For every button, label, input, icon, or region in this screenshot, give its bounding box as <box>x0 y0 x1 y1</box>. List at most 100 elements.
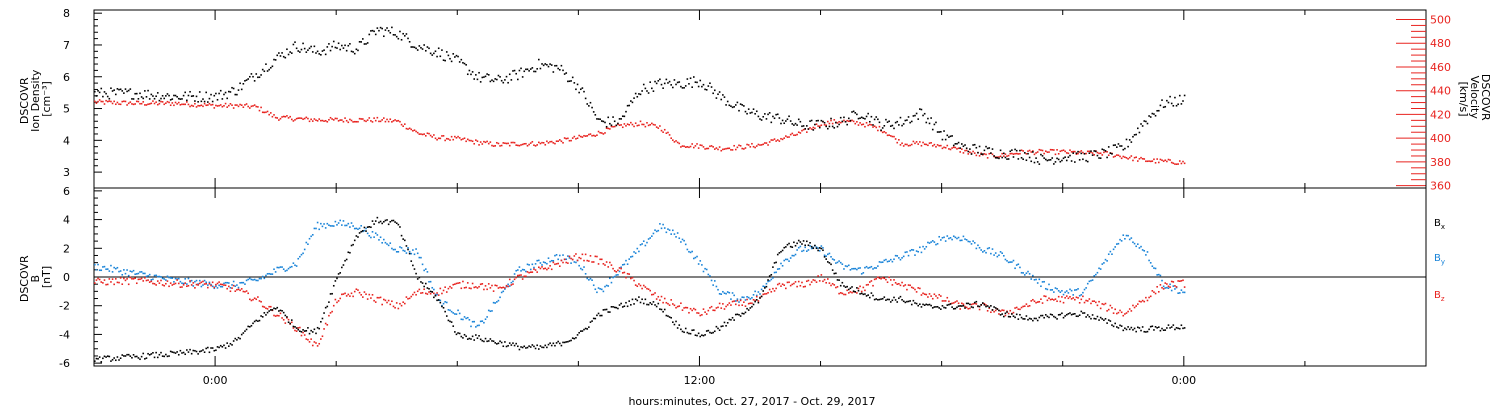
bz-point <box>1074 298 1076 301</box>
by-point <box>667 228 669 230</box>
bz-point <box>867 283 869 286</box>
by-point <box>839 261 842 264</box>
bx-point <box>1023 318 1026 320</box>
bx-point <box>1120 325 1123 327</box>
bx-point <box>815 247 818 250</box>
bx-point <box>402 238 404 240</box>
density-point <box>315 52 317 54</box>
density-point <box>1017 158 1020 160</box>
bx-point <box>883 296 886 298</box>
density-point <box>909 121 911 124</box>
density-point <box>851 111 853 113</box>
bx-point <box>563 341 566 344</box>
bz-point <box>936 297 939 299</box>
by-point <box>1146 251 1149 253</box>
by-point <box>655 230 658 233</box>
velocity-point <box>310 118 312 121</box>
velocity-point <box>371 121 374 123</box>
velocity-point <box>806 131 808 133</box>
bx-point <box>967 302 970 305</box>
velocity-point <box>505 142 508 145</box>
density-point <box>405 33 408 35</box>
density-point <box>1169 95 1171 98</box>
bx-point <box>1053 315 1055 318</box>
density-point <box>925 121 928 124</box>
by-point <box>852 267 855 270</box>
density-point <box>620 118 622 120</box>
velocity-point <box>1051 149 1054 151</box>
density-point <box>547 65 550 68</box>
velocity-point <box>701 144 703 147</box>
bz-point <box>922 292 924 295</box>
by-point <box>1023 274 1026 276</box>
by-point <box>308 237 311 240</box>
bz-point <box>439 287 442 290</box>
density-point <box>344 44 346 47</box>
by-point <box>177 277 180 280</box>
bz-point <box>613 270 616 272</box>
density-point <box>1006 158 1008 160</box>
velocity-point <box>597 130 600 133</box>
velocity-point <box>743 148 745 150</box>
density-point <box>588 105 590 107</box>
by-point <box>651 235 653 237</box>
bz-point <box>555 263 558 265</box>
density-point <box>631 101 634 104</box>
density-point <box>177 97 180 100</box>
density-point <box>760 119 763 121</box>
by-point <box>772 277 774 279</box>
density-point <box>300 48 303 51</box>
bx-point <box>492 340 495 343</box>
bz-point <box>909 284 911 287</box>
bz-point <box>420 292 422 294</box>
by-point <box>962 235 965 238</box>
velocity-point <box>1182 160 1184 163</box>
by-point <box>728 291 731 294</box>
bz-point <box>457 282 459 284</box>
bz-point <box>1015 306 1018 309</box>
bx-point <box>203 351 206 353</box>
bottom-time-ticks <box>93 188 1427 366</box>
by-point <box>1014 267 1016 270</box>
bz-point <box>573 255 576 257</box>
bz-point <box>1062 301 1065 304</box>
bx-point <box>255 319 258 322</box>
density-point <box>145 96 148 98</box>
bx-point <box>817 249 819 252</box>
velocity-point <box>952 146 955 149</box>
bx-point <box>368 226 371 228</box>
velocity-point <box>166 100 169 103</box>
bx-point <box>922 303 924 306</box>
density-point <box>190 95 193 98</box>
velocity-point <box>521 143 524 146</box>
by-point <box>279 266 282 268</box>
velocity-point <box>531 140 534 143</box>
density-point <box>403 35 406 37</box>
density-point <box>508 73 511 76</box>
density-axis-label: DSCOVR Ion Density [cm⁻³] <box>18 66 53 132</box>
bz-point <box>1145 296 1147 299</box>
bx-point <box>857 289 860 292</box>
density-point <box>195 95 198 98</box>
bz-point <box>647 288 650 290</box>
velocity-point <box>565 137 568 140</box>
bz-point <box>888 276 890 279</box>
bz-point <box>307 338 309 341</box>
bz-point <box>765 292 768 295</box>
by-point <box>402 249 404 252</box>
velocity-point <box>147 103 149 106</box>
bz-point <box>880 277 882 280</box>
density-point <box>723 96 726 98</box>
velocity-point <box>605 127 608 129</box>
bz-point <box>1043 295 1045 297</box>
density-point <box>499 76 501 78</box>
bz-point <box>751 302 753 305</box>
by-point <box>274 271 277 273</box>
bz-point <box>1017 308 1020 310</box>
bz-point <box>646 287 648 290</box>
bx-point <box>1141 326 1144 328</box>
bz-point <box>308 341 311 343</box>
velocity-point <box>1070 151 1073 153</box>
velocity-point <box>265 111 267 114</box>
